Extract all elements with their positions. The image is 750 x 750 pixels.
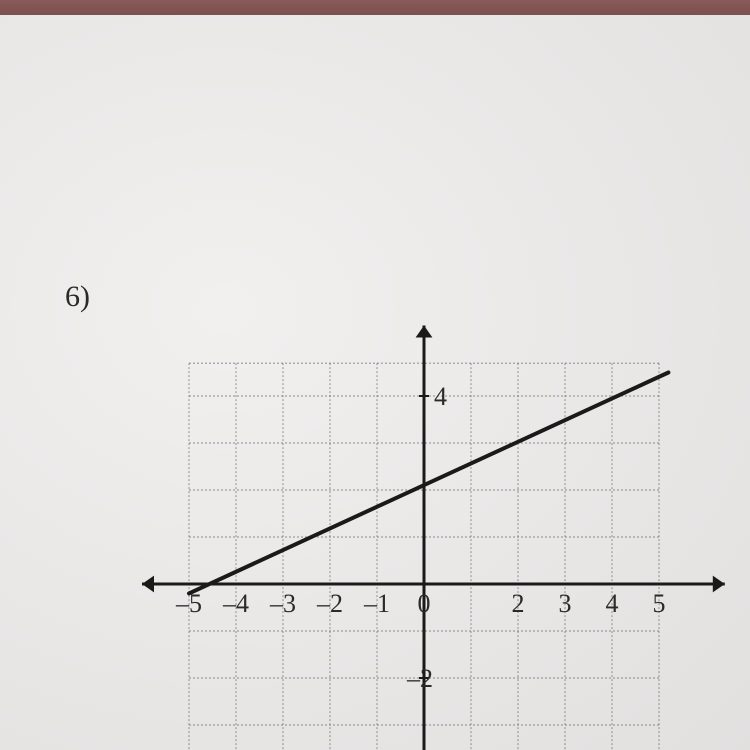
- svg-text:–4: –4: [222, 589, 249, 618]
- svg-text:–2: –2: [406, 664, 433, 693]
- svg-text:–2: –2: [316, 589, 343, 618]
- svg-text:3: 3: [559, 589, 572, 618]
- svg-text:–1: –1: [363, 589, 390, 618]
- coordinate-graph: –5–4–3–2–1023454–2–4: [132, 308, 732, 750]
- svg-text:5: 5: [653, 589, 666, 618]
- svg-text:4: 4: [434, 382, 447, 411]
- svg-text:4: 4: [606, 589, 619, 618]
- problem-number: 6): [65, 280, 90, 314]
- graph-svg: –5–4–3–2–1023454–2–4: [132, 308, 732, 750]
- svg-text:2: 2: [512, 589, 525, 618]
- svg-text:0: 0: [418, 589, 431, 618]
- svg-text:–3: –3: [269, 589, 296, 618]
